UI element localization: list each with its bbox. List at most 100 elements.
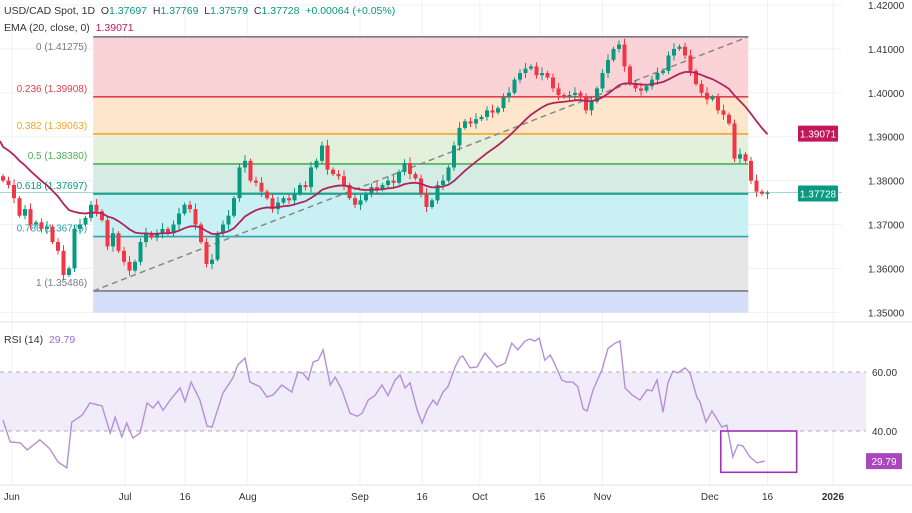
candle-body bbox=[501, 97, 506, 109]
time-axis-label: 16 bbox=[179, 492, 191, 503]
low-value: 1.37579 bbox=[210, 5, 249, 17]
candle-body bbox=[177, 213, 181, 225]
time-axis-label: Aug bbox=[239, 492, 257, 503]
fib-zone bbox=[93, 133, 749, 164]
candle-body bbox=[358, 200, 363, 205]
candle-body bbox=[199, 224, 203, 243]
candle-body bbox=[105, 220, 110, 247]
candle-body bbox=[452, 145, 456, 168]
fib-zone bbox=[93, 96, 749, 134]
fib-zone bbox=[93, 193, 749, 237]
price-axis-label: 1.39000 bbox=[868, 133, 905, 144]
candle-body bbox=[210, 259, 214, 265]
candle-body bbox=[336, 174, 341, 177]
fib-level-label: 0.5 (1.38380) bbox=[28, 151, 88, 162]
symbol-title[interactable]: USD/CAD Spot, 1D bbox=[4, 5, 96, 17]
price-axis-label: 1.37000 bbox=[868, 221, 905, 232]
candle-body bbox=[259, 182, 264, 192]
price-axis-label: 1.38000 bbox=[868, 177, 905, 188]
rsi-legend[interactable]: RSI (14) 29.79 bbox=[4, 334, 75, 346]
candle-body bbox=[149, 233, 154, 238]
candle-body bbox=[710, 97, 715, 100]
candle-body bbox=[518, 73, 522, 80]
candle-body bbox=[666, 55, 671, 71]
candle-body bbox=[380, 184, 385, 190]
candle-body bbox=[144, 233, 148, 243]
candle-body bbox=[468, 121, 473, 124]
candle-body bbox=[529, 66, 533, 69]
candle-body bbox=[265, 191, 269, 199]
candle-body bbox=[94, 204, 99, 212]
close-label: C bbox=[253, 5, 262, 17]
candle-body bbox=[397, 171, 401, 183]
candle-body bbox=[325, 145, 330, 170]
candle-body bbox=[749, 160, 753, 181]
candle-body bbox=[276, 202, 280, 210]
candle-body bbox=[573, 92, 577, 95]
candle-body bbox=[688, 55, 693, 71]
candle-body bbox=[545, 73, 550, 78]
last-price-badge-text: 1.37728 bbox=[800, 190, 837, 201]
candle-body bbox=[474, 119, 478, 124]
ema-value: 1.39071 bbox=[95, 22, 134, 34]
candle-body bbox=[50, 226, 55, 243]
candle-body bbox=[562, 94, 566, 98]
candle-body bbox=[232, 198, 236, 216]
candle-body bbox=[677, 46, 682, 49]
candle-body bbox=[683, 46, 687, 56]
candle-body bbox=[182, 204, 187, 214]
candle-body bbox=[171, 224, 176, 234]
candle-body bbox=[116, 233, 121, 251]
candle-body bbox=[644, 86, 649, 91]
candle-body bbox=[39, 222, 44, 229]
candle-body bbox=[622, 44, 627, 67]
candle-body bbox=[111, 233, 115, 247]
candle-body bbox=[578, 92, 583, 98]
candle-body bbox=[243, 160, 247, 168]
candle-body bbox=[721, 110, 726, 115]
price-axis-label: 1.35000 bbox=[868, 308, 905, 319]
low-label: L bbox=[204, 5, 211, 17]
candle-body bbox=[617, 44, 621, 49]
fib-level-label: 0 (1.41275) bbox=[36, 42, 87, 53]
candle-body bbox=[765, 192, 770, 194]
candle-body bbox=[435, 184, 440, 201]
candle-body bbox=[661, 70, 665, 74]
candle-body bbox=[133, 261, 137, 271]
symbol-legend: USD/CAD Spot, 1D O1.37697 H1.37769 L1.37… bbox=[4, 5, 395, 17]
candle-body bbox=[540, 73, 544, 76]
ema-legend[interactable]: EMA (20, close, 0) 1.39071 bbox=[4, 22, 134, 34]
time-axis-label: Dec bbox=[701, 492, 719, 503]
candle-body bbox=[760, 191, 764, 194]
candle-body bbox=[738, 154, 742, 159]
candle-body bbox=[430, 200, 434, 207]
candle-body bbox=[6, 180, 11, 185]
candle-body bbox=[672, 48, 676, 56]
candle-body bbox=[303, 184, 308, 188]
open-value: 1.37697 bbox=[109, 5, 148, 17]
candle-body bbox=[551, 77, 555, 89]
time-axis-label: 16 bbox=[534, 492, 546, 503]
time-axis-label: 16 bbox=[417, 492, 429, 503]
candle-body bbox=[716, 97, 720, 111]
candle-body bbox=[556, 88, 561, 95]
price-axis-label: 1.36000 bbox=[868, 264, 905, 275]
candle-body bbox=[611, 48, 616, 60]
candle-body bbox=[600, 73, 605, 89]
rsi-label: RSI (14) bbox=[4, 334, 44, 346]
candle-body bbox=[83, 217, 88, 225]
candle-body bbox=[45, 226, 49, 229]
candle-body bbox=[705, 92, 709, 100]
candle-body bbox=[595, 88, 599, 102]
time-axis-label: Jul bbox=[119, 492, 132, 503]
candle-body bbox=[226, 215, 231, 225]
candle-body bbox=[270, 198, 275, 210]
candle-body bbox=[248, 160, 253, 181]
change-value: +0.00064 (+0.05%) bbox=[305, 5, 396, 17]
rsi-value-badge-text: 29.79 bbox=[871, 457, 896, 468]
candle-body bbox=[413, 174, 418, 179]
candle-body bbox=[292, 193, 297, 201]
candle-body bbox=[694, 70, 698, 85]
candle-body bbox=[122, 250, 126, 262]
